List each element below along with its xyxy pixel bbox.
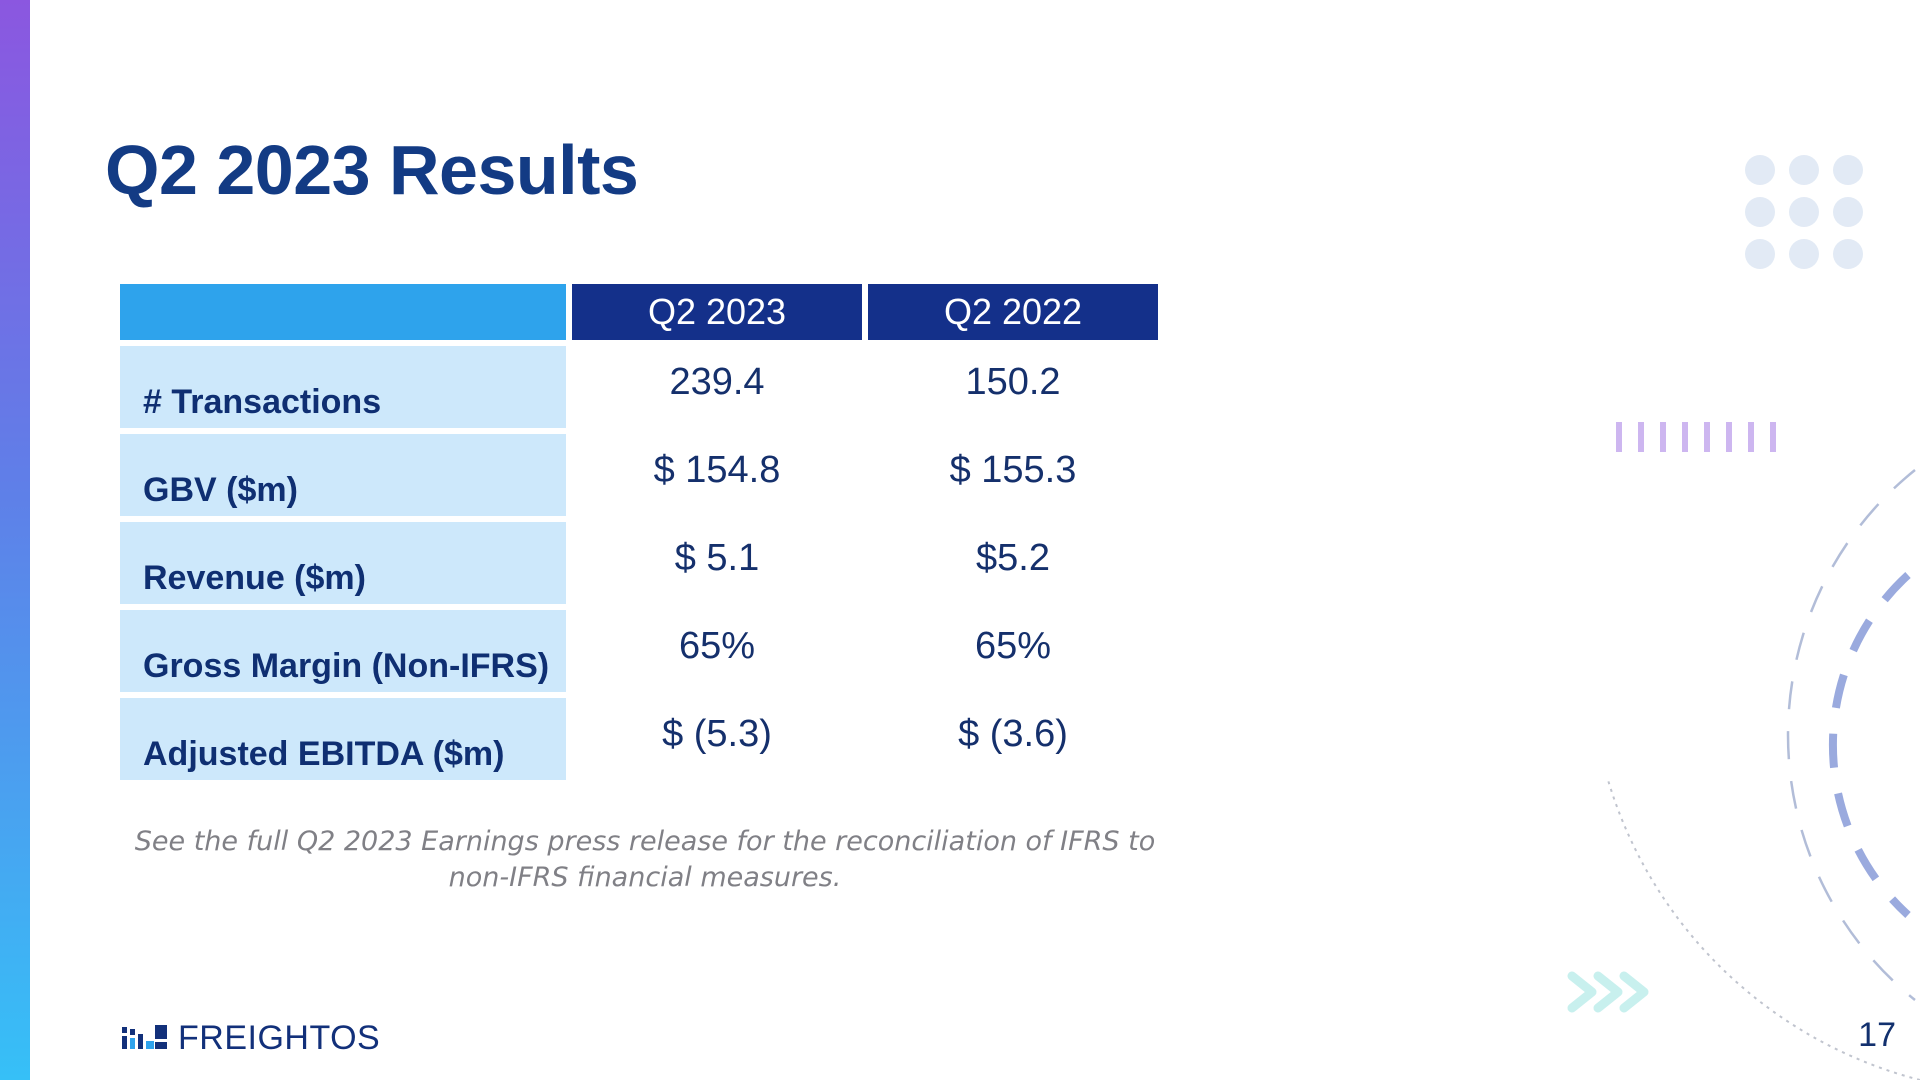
page-number: 17 <box>1858 1016 1896 1054</box>
accent-bar <box>0 0 30 1080</box>
table-row: Gross Margin (Non-IFRS) 65% 65% <box>120 610 1158 692</box>
table-row: Adjusted EBITDA ($m) $ (5.3) $ (3.6) <box>120 698 1158 780</box>
decorative-graphics <box>1567 155 1920 1080</box>
cell-value: $ 154.8 <box>653 448 781 491</box>
row-label: Gross Margin (Non-IFRS) <box>120 610 566 692</box>
table-row: GBV ($m) $ 154.8 $ 155.3 <box>120 434 1158 516</box>
chevron-arrows-icon <box>1567 971 1649 1013</box>
row-label: GBV ($m) <box>120 434 566 516</box>
cell-value: $ 5.1 <box>674 536 760 579</box>
dot-grid-icon <box>1745 155 1863 269</box>
column-header-q2-2023: Q2 2023 <box>572 284 862 340</box>
table-row: # Transactions 239.4 150.2 <box>120 346 1158 428</box>
header-corner-cell <box>120 284 566 340</box>
column-header-q2-2022: Q2 2022 <box>868 284 1158 340</box>
table-header-row: Q2 2023 Q2 2022 <box>120 284 1158 340</box>
cell-value: 150.2 <box>965 360 1061 403</box>
footnote-line-1: See the full Q2 2023 Earnings press rele… <box>134 826 1156 857</box>
table-row: Revenue ($m) $ 5.1 $5.2 <box>120 522 1158 604</box>
footnote-line-2: non-IFRS financial measures. <box>448 862 842 893</box>
cell-value: $ 155.3 <box>949 448 1077 491</box>
row-label: Adjusted EBITDA ($m) <box>120 698 566 780</box>
cell-value: 239.4 <box>669 360 765 403</box>
dashed-arc-icon <box>1607 469 1920 1080</box>
row-label: # Transactions <box>120 346 566 428</box>
cell-value: $5.2 <box>976 536 1050 579</box>
results-table: Q2 2023 Q2 2022 # Transactions 239.4 150… <box>114 278 1164 786</box>
row-label: Revenue ($m) <box>120 522 566 604</box>
cell-value: $ (5.3) <box>662 712 772 755</box>
cell-value: 65% <box>678 624 756 667</box>
vertical-bars-icon <box>1616 422 1776 452</box>
page-title: Q2 2023 Results <box>105 131 639 209</box>
logo-text: FREIGHTOS <box>178 1018 381 1057</box>
cell-value: 65% <box>974 624 1052 667</box>
footnote: See the full Q2 2023 Earnings press rele… <box>130 824 1160 896</box>
cell-value: $ (3.6) <box>958 712 1068 755</box>
freightos-logo-icon <box>122 1025 167 1049</box>
freightos-logo: FREIGHTOS <box>122 1018 380 1058</box>
